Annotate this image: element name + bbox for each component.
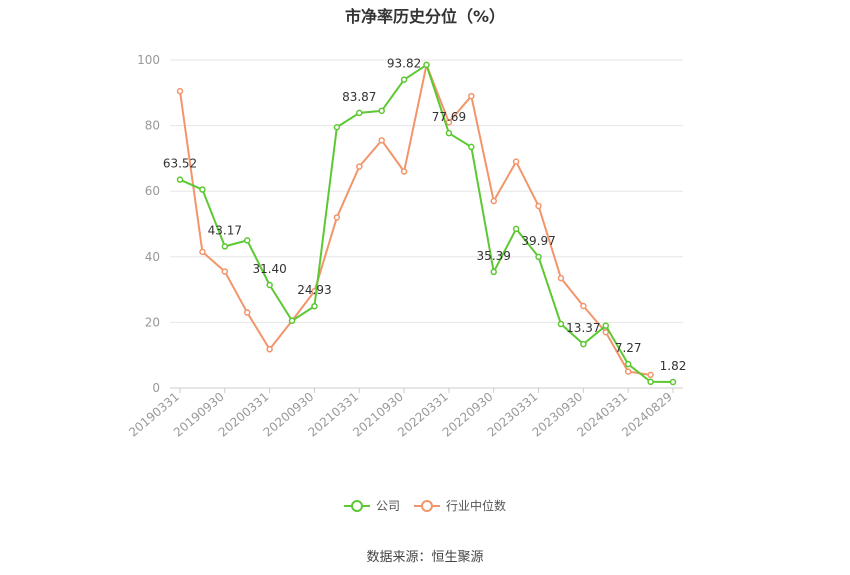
data-point [468,92,475,100]
data-point [602,328,610,336]
data-point [647,371,654,379]
data-point [333,123,341,131]
legend-label: 公司 [375,499,400,513]
data-point [356,109,363,117]
series [176,61,677,386]
data-point [356,163,363,170]
data-point [266,346,273,353]
data-label: 93.82 [387,57,421,71]
data-point [176,176,184,183]
source-note: 数据来源：恒生聚源 [366,550,484,565]
y-tick-label: 40 [145,250,160,264]
data-point [176,87,184,95]
data-point [624,368,632,375]
data-point [535,253,542,261]
legend-swatch [343,499,370,513]
y-tick-label: 0 [152,381,160,395]
x-tick-label: 20240829 [619,390,675,440]
series-line [179,63,651,376]
data-point [602,322,610,329]
data-point [557,274,565,282]
data-point [624,360,632,368]
y-tick-label: 100 [137,53,160,67]
data-point [311,302,318,310]
data-point [490,268,497,276]
data-point [400,76,408,83]
data-point [669,378,677,386]
legend-label: 行业中位数 [446,499,507,513]
data-point [378,137,385,144]
data-label: 7.27 [615,341,642,355]
data-point [221,268,229,275]
data-label: 83.87 [342,90,376,104]
data-labels: 63.52 43.17 31.40 24.93 83.87 93.82 77.69 35.39… [163,57,687,373]
data-point [512,158,520,165]
data-point [423,61,430,69]
data-point [221,243,229,250]
legend-swatch [414,499,440,513]
y-tick-label: 80 [145,119,160,133]
data-point [199,186,206,193]
data-point [333,214,341,221]
data-label: 43.17 [208,223,242,237]
data-label: 1.82 [660,359,687,373]
data-point [378,107,385,115]
data-point [580,340,587,348]
chart-title: 市净率历史分位（%） [344,7,506,26]
data-point [445,119,453,126]
data-point [580,302,587,310]
y-tick-label: 20 [145,315,160,329]
data-label: 77.69 [432,110,466,124]
legend: 公司 行业中位数 [0,497,850,514]
data-label: 39.97 [521,234,555,248]
data-point [512,225,520,233]
legend-item[interactable]: 公司 [343,497,400,514]
axes: 0204060801002019033120190930202003312020… [126,53,675,440]
data-point [535,202,542,210]
data-point [288,317,296,325]
data-label: 63.52 [163,157,197,171]
grid-lines [170,59,683,389]
data-point [647,378,654,386]
data-point [199,248,206,256]
data-label: 24.93 [297,283,331,297]
data-point [266,281,273,289]
data-label: 13.37 [566,321,600,335]
data-point [243,309,251,316]
data-point [468,143,475,151]
legend-item[interactable]: 行业中位数 [414,497,506,514]
data-label: 31.40 [252,262,286,276]
data-point [445,129,453,137]
data-point [243,237,251,244]
data-point [490,197,497,205]
data-point [400,168,408,175]
data-point [557,320,565,328]
y-tick-label: 60 [145,184,160,198]
data-label: 35.39 [477,249,511,263]
